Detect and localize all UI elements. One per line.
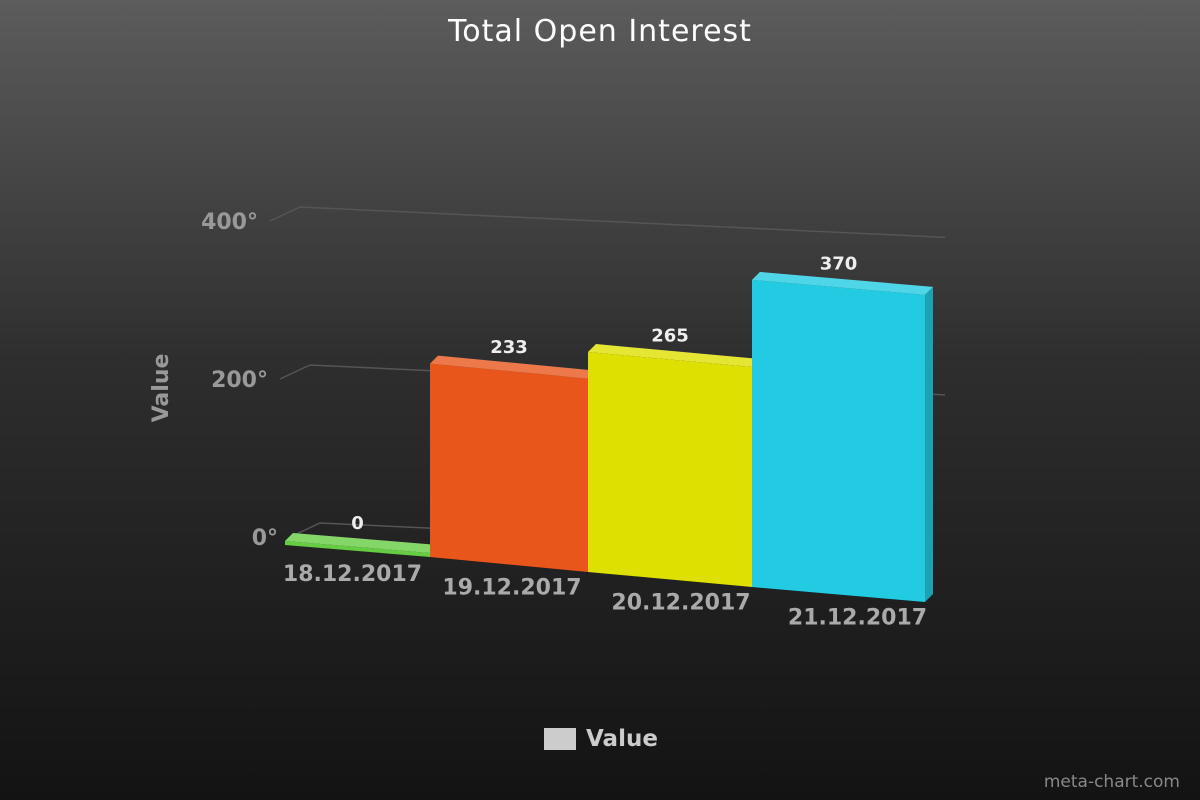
chart-title: Total Open Interest xyxy=(448,14,752,49)
x-tick-label: 18.12.2017 xyxy=(283,562,422,587)
gridline xyxy=(289,522,431,538)
bar xyxy=(588,352,752,587)
bar xyxy=(430,363,588,572)
data-label: 0 xyxy=(351,513,364,534)
bar xyxy=(285,541,430,557)
y-tick-label: 200° xyxy=(211,368,268,393)
y-tick-label: 0° xyxy=(252,526,278,551)
credit-watermark: meta-chart.com xyxy=(1043,772,1180,792)
bar-side xyxy=(925,286,933,602)
y-axis-label: Value xyxy=(149,354,174,423)
x-tick-label: 20.12.2017 xyxy=(611,591,750,616)
data-label: 265 xyxy=(651,326,689,347)
data-label: 233 xyxy=(490,337,528,358)
bar-top xyxy=(752,271,933,295)
gridline xyxy=(269,206,946,239)
x-tick-label: 19.12.2017 xyxy=(442,576,581,601)
bar-top xyxy=(285,533,438,553)
bar-top xyxy=(430,355,596,379)
y-tick-label: 400° xyxy=(201,210,258,235)
bar-top xyxy=(588,344,760,368)
legend: Value xyxy=(544,726,658,752)
legend-label: Value xyxy=(586,726,658,752)
x-tick-label: 21.12.2017 xyxy=(788,606,927,631)
data-label: 370 xyxy=(820,253,858,274)
bar xyxy=(752,279,925,602)
legend-swatch xyxy=(544,728,576,750)
